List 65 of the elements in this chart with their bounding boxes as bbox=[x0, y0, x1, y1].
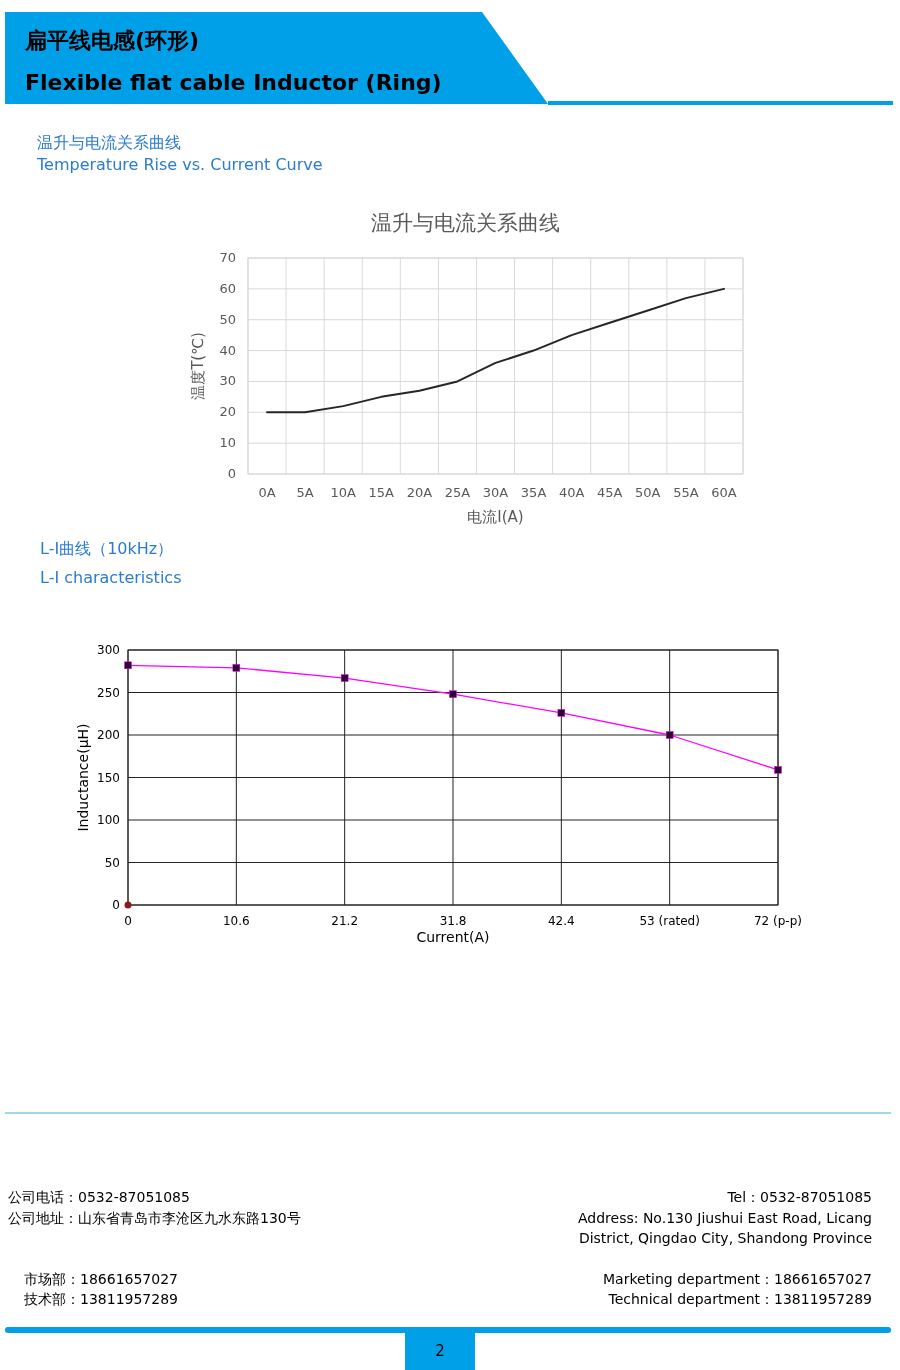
x-axis-title: 电流I(A) bbox=[467, 508, 524, 526]
y-tick-label: 250 bbox=[97, 685, 120, 700]
x-tick-label: 10.6 bbox=[222, 914, 250, 928]
point bbox=[232, 664, 241, 672]
y-tick-label: 150 bbox=[97, 770, 120, 785]
line-series bbox=[266, 287, 725, 414]
x-tick-label: 40A bbox=[558, 485, 585, 500]
x-tick-label: 45A bbox=[597, 485, 623, 500]
y-tick-label: 300 bbox=[97, 643, 120, 657]
x-tick-label: 25A bbox=[444, 485, 471, 500]
x-tick-label: 21.2 bbox=[331, 914, 359, 928]
y-tick-label: 10 bbox=[219, 435, 236, 451]
y-axis-title: 温度T(℃) bbox=[189, 332, 207, 400]
y-tick-label: 30 bbox=[219, 373, 236, 389]
x-tick-label: 5A bbox=[296, 485, 314, 500]
point bbox=[124, 901, 132, 909]
text: Marketing department：18661657027 bbox=[602, 1271, 872, 1287]
text: Technical department：13811957289 bbox=[607, 1291, 872, 1307]
x-tick-label: 53 (rated) bbox=[639, 914, 700, 928]
text: 技术部：13811957289 bbox=[23, 1291, 178, 1307]
text: 公司电话：0532-87051085 bbox=[8, 1189, 190, 1205]
text: 公司地址：山东省青岛市李沧区九水东路130号 bbox=[8, 1210, 301, 1226]
x-tick-label: 0 bbox=[124, 914, 132, 928]
point bbox=[124, 661, 132, 670]
y-tick-label: 70 bbox=[219, 250, 236, 265]
text: District, Qingdao City, Shandong Province bbox=[578, 1230, 872, 1246]
y-tick-label: 50 bbox=[104, 855, 120, 870]
point bbox=[340, 674, 349, 682]
point bbox=[774, 766, 782, 774]
text: Flexible flat cable Inductor (Ring) bbox=[25, 70, 442, 95]
x-tick-label: 50A bbox=[635, 485, 661, 500]
text: 2 bbox=[435, 1342, 445, 1360]
text: Address: No.130 Jiushui East Road, Licang bbox=[577, 1210, 872, 1226]
y-tick-label: 0 bbox=[227, 466, 236, 481]
point bbox=[665, 731, 674, 739]
chart-subtitle: L-I characteristics bbox=[40, 568, 182, 587]
x-tick-label: 20A bbox=[406, 485, 433, 500]
point bbox=[449, 690, 457, 698]
y-tick-label: 50 bbox=[219, 311, 236, 327]
x-tick-label: 31.8 bbox=[439, 914, 467, 928]
x-tick-label: 35A bbox=[520, 485, 547, 500]
x-axis-title: Current(A) bbox=[416, 929, 490, 945]
x-tick-label: 72 (p-p) bbox=[753, 914, 803, 928]
x-tick-label: 15A bbox=[368, 485, 395, 500]
x-tick-label: 42.4 bbox=[547, 914, 575, 928]
text: 市场部：18661657027 bbox=[24, 1271, 178, 1287]
x-tick-label: 10A bbox=[330, 485, 357, 500]
y-tick-label: 200 bbox=[97, 728, 120, 742]
x-tick-label: 30A bbox=[482, 485, 509, 500]
text: 温升与电流关系曲线 bbox=[37, 133, 181, 152]
text: Temperature Rise vs. Current Curve bbox=[36, 155, 323, 174]
point bbox=[557, 709, 566, 717]
x-tick-label: 0A bbox=[258, 485, 276, 500]
x-tick-label: 55A bbox=[673, 485, 699, 500]
y-axis-title: Inductance(μH) bbox=[75, 723, 91, 832]
text: 扁平线电感(环形) bbox=[24, 28, 200, 53]
chart-title: 温升与电流关系曲线 bbox=[371, 211, 560, 235]
y-tick-label: 40 bbox=[219, 342, 236, 358]
x-tick-label: 60A bbox=[711, 485, 737, 500]
y-tick-label: 100 bbox=[97, 813, 120, 827]
text: Tel：0532-87051085 bbox=[726, 1189, 872, 1205]
y-tick-label: 20 bbox=[219, 404, 236, 420]
chart-title: L-I曲线（10kHz） bbox=[40, 539, 174, 558]
y-tick-label: 60 bbox=[219, 280, 236, 296]
y-tick-label: 0 bbox=[112, 898, 120, 912]
